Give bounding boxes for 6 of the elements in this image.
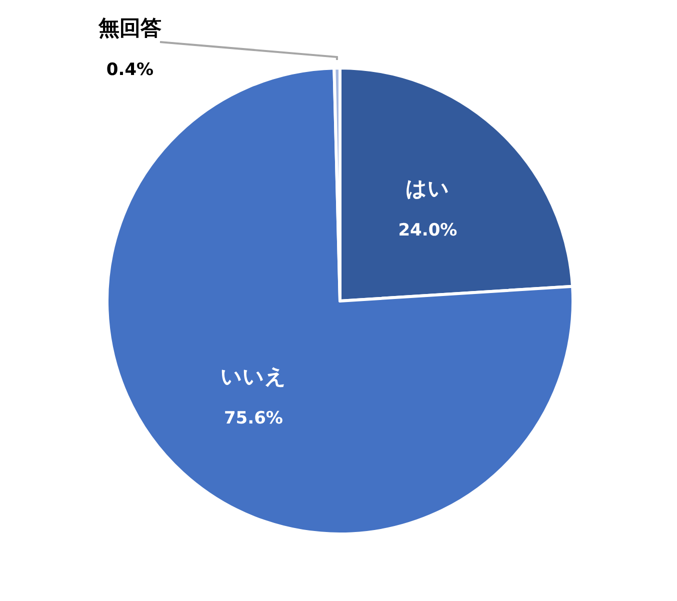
slice-label: 無回答: [98, 16, 162, 40]
slice-label: はい: [406, 176, 450, 201]
data-label: 24.0%: [398, 220, 458, 241]
data-label: 0.4%: [106, 60, 154, 80]
data-label: 75.6%: [224, 408, 283, 429]
slice-label: いいえ: [220, 364, 286, 389]
